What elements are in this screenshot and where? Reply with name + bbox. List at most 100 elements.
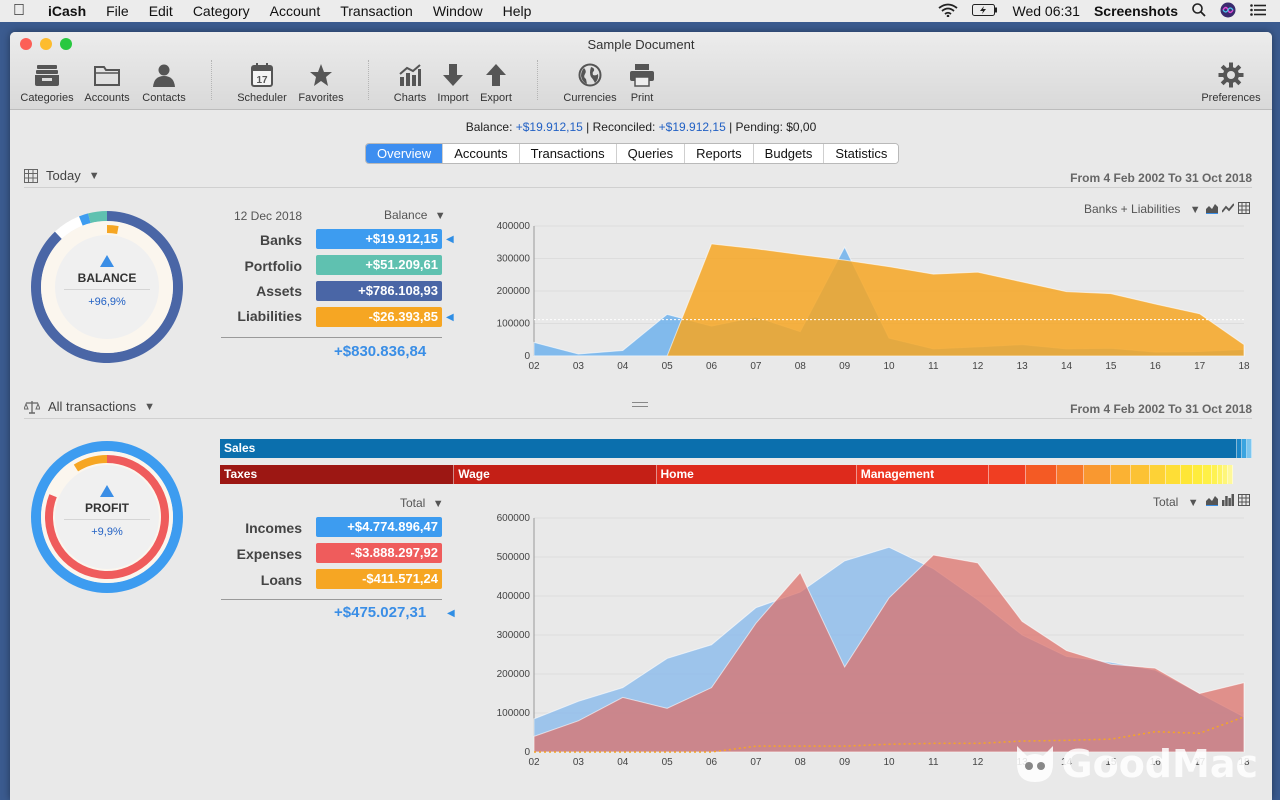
profit-mode-selector[interactable]: Total ▼	[400, 496, 444, 510]
area-chart-icon[interactable]	[1206, 202, 1218, 214]
wifi-icon[interactable]	[938, 3, 959, 20]
liabilities-value[interactable]: -$26.393,85	[316, 307, 442, 327]
x-tick-label: 17	[1194, 757, 1206, 768]
menu-transaction[interactable]: Transaction	[340, 3, 413, 19]
siri-icon[interactable]	[1220, 2, 1236, 21]
menu-edit[interactable]: Edit	[148, 3, 173, 19]
x-tick-label: 05	[662, 757, 674, 768]
x-tick-label: 10	[883, 361, 895, 372]
category-segment[interactable]	[1211, 465, 1218, 484]
tab-transactions[interactable]: Transactions	[519, 144, 617, 163]
spotlight-search-icon[interactable]	[1192, 2, 1206, 20]
category-segment[interactable]	[1237, 439, 1242, 458]
x-tick-label: 09	[839, 757, 851, 768]
tab-queries[interactable]: Queries	[616, 144, 686, 163]
area-chart-icon[interactable]	[1206, 494, 1218, 506]
menu-account[interactable]: Account	[269, 3, 321, 19]
favorites-button[interactable]: Favorites	[290, 60, 352, 104]
tab-accounts[interactable]: Accounts	[443, 144, 520, 163]
donut-outer-slice-portfolio	[88, 211, 107, 224]
currencies-button[interactable]: Currencies	[559, 60, 621, 104]
category-segment[interactable]	[1149, 465, 1167, 484]
transactions-filter-selector[interactable]: All transactions ▼	[24, 399, 155, 414]
tab-budgets[interactable]: Budgets	[753, 144, 825, 163]
category-segment-home[interactable]: Home	[656, 465, 857, 484]
category-segment[interactable]	[1083, 465, 1111, 484]
zoom-window-button[interactable]	[60, 38, 72, 50]
chart-series-selector[interactable]: Total ▼	[1153, 495, 1199, 509]
x-tick-label: 04	[617, 757, 629, 768]
charts-button[interactable]: Charts	[379, 60, 441, 104]
period-selector[interactable]: Today ▼	[24, 168, 100, 183]
expenses-value[interactable]: -$3.888.297,92	[316, 543, 442, 563]
battery-icon[interactable]	[972, 3, 998, 19]
menu-file[interactable]: File	[106, 3, 129, 19]
category-segment[interactable]	[1217, 465, 1223, 484]
menu-app[interactable]: iCash	[48, 3, 87, 19]
section-splitter-handle[interactable]	[632, 402, 648, 407]
portfolio-value[interactable]: +$51.209,61	[316, 255, 442, 275]
category-segment[interactable]	[1110, 465, 1132, 484]
category-segment[interactable]	[1056, 465, 1084, 484]
line-chart-icon[interactable]	[1222, 202, 1234, 214]
category-segment[interactable]	[1025, 465, 1057, 484]
banks-value[interactable]: +$19.912,15	[316, 229, 442, 249]
minimize-window-button[interactable]	[40, 38, 52, 50]
category-segment[interactable]	[1227, 465, 1233, 484]
notification-center-icon[interactable]	[1250, 3, 1266, 19]
category-segment[interactable]	[1222, 465, 1228, 484]
category-segment[interactable]	[1131, 465, 1150, 484]
date-range: From 4 Feb 2002 To 31 Oct 2018	[1070, 171, 1252, 185]
category-segment-taxes[interactable]: Taxes	[220, 465, 455, 484]
tab-reports[interactable]: Reports	[685, 144, 754, 163]
category-segment[interactable]	[1193, 465, 1204, 484]
expense-categories-bar[interactable]: Taxes Wage Home Management	[220, 465, 1252, 484]
chart-series-selector[interactable]: Banks + Liabilities ▼	[1084, 202, 1201, 216]
preferences-button[interactable]: Preferences	[1196, 60, 1266, 104]
balance-area-chart[interactable]: 0 100000 200000 300000 400000 02 03 04 05 06 07 08 0…	[470, 218, 1260, 376]
income-categories-bar[interactable]: Sales	[220, 439, 1252, 458]
tab-statistics[interactable]: Statistics	[824, 144, 899, 163]
categories-button[interactable]: Categories	[16, 60, 78, 104]
chart-type-controls	[1206, 202, 1250, 214]
scheduler-button[interactable]: 17 Scheduler	[231, 60, 293, 104]
menu-help[interactable]: Help	[502, 3, 532, 19]
table-icon[interactable]	[1238, 202, 1250, 214]
menu-clock[interactable]: Wed 06:31	[1012, 3, 1080, 19]
apple-icon[interactable]: 	[0, 2, 38, 20]
svg-text:17: 17	[256, 75, 268, 86]
import-button[interactable]: Import	[422, 60, 484, 104]
loans-value[interactable]: -$411.571,24	[316, 569, 442, 589]
category-segment[interactable]	[1166, 465, 1181, 484]
accounts-button[interactable]: Accounts	[76, 60, 138, 104]
menu-screenshots[interactable]: Screenshots	[1093, 3, 1178, 19]
balance-total: +$830.836,84	[334, 343, 427, 360]
x-tick-label: 08	[795, 361, 807, 372]
category-segment[interactable]	[1180, 465, 1194, 484]
close-window-button[interactable]	[20, 38, 32, 50]
sum-divider	[221, 599, 442, 600]
category-segment-management[interactable]: Management	[856, 465, 989, 484]
income-expense-area-chart[interactable]: 0 100000 200000 300000 400000 500000 600000 02 0…	[470, 510, 1260, 772]
x-tick-label: 06	[706, 757, 718, 768]
y-tick-label: 400000	[497, 221, 531, 232]
export-button[interactable]: Export	[465, 60, 527, 104]
tab-overview[interactable]: Overview	[366, 144, 444, 163]
category-segment-sales[interactable]: Sales	[220, 439, 1237, 458]
category-segment[interactable]	[1247, 439, 1252, 458]
print-button[interactable]: Print	[611, 60, 673, 104]
bar-chart-icon[interactable]	[1222, 494, 1234, 506]
table-icon[interactable]	[1238, 494, 1250, 506]
menu-category[interactable]: Category	[192, 3, 250, 19]
menu-window[interactable]: Window	[432, 3, 483, 19]
category-segment[interactable]	[1242, 439, 1247, 458]
contacts-button[interactable]: Contacts	[133, 60, 195, 104]
x-tick-label: 10	[883, 757, 895, 768]
category-segment[interactable]	[988, 465, 1026, 484]
calendar-icon: 17	[251, 63, 273, 87]
assets-value[interactable]: +$786.108,93	[316, 281, 442, 301]
category-segment-wage[interactable]: Wage	[454, 465, 657, 484]
incomes-value[interactable]: +$4.774.896,47	[316, 517, 442, 537]
balance-mode-selector[interactable]: Balance ▼	[384, 208, 446, 222]
category-segment[interactable]	[1203, 465, 1212, 484]
